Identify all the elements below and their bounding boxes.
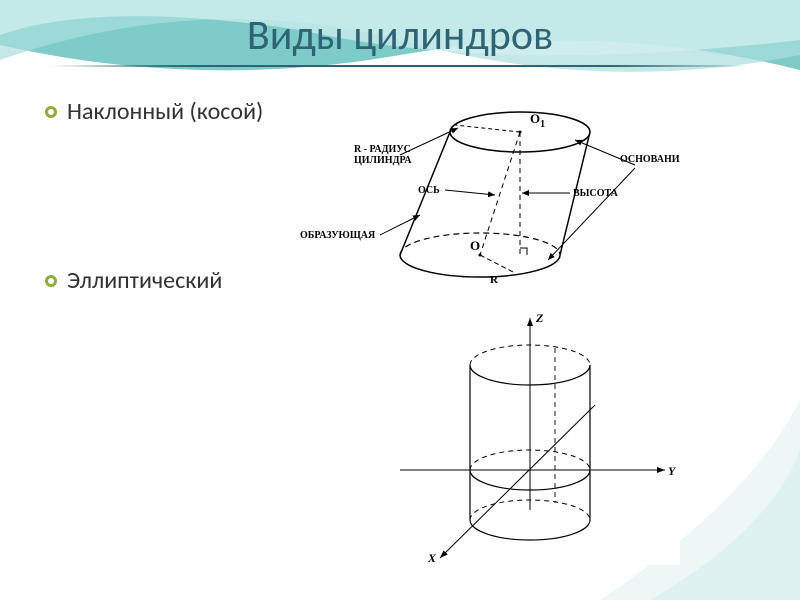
label-height: ВЫСОТА — [573, 188, 619, 199]
axis-z-label: Z — [535, 311, 544, 325]
bullet-text: Эллиптический — [67, 266, 222, 295]
bullet-text: Наклонный (косой) — [67, 97, 263, 126]
label-o1: O1 — [530, 111, 545, 130]
oblique-cylinder-diagram: O1 O R R - РАДИУС ЦИЛИНДРА ОСЬ ВЫСОТА ОС… — [280, 100, 680, 295]
slide-title: Виды цилиндров — [0, 0, 800, 61]
elliptical-cylinder-diagram: Y Z X — [380, 310, 680, 565]
label-bases: ОСНОВАНИЯ — [620, 154, 680, 165]
axis-y-label: Y — [668, 464, 677, 478]
label-o: O — [470, 238, 480, 253]
label-generator: ОБРАЗУЮЩАЯ — [300, 230, 376, 241]
label-radius: R - РАДИУС ЦИЛИНДРА — [354, 144, 413, 166]
bullet-icon — [45, 275, 57, 287]
label-r: R — [490, 274, 499, 286]
bullet-icon — [45, 106, 57, 118]
title-underline — [50, 65, 750, 67]
label-axis: ОСЬ — [418, 185, 440, 196]
axis-x-label: X — [427, 551, 437, 565]
